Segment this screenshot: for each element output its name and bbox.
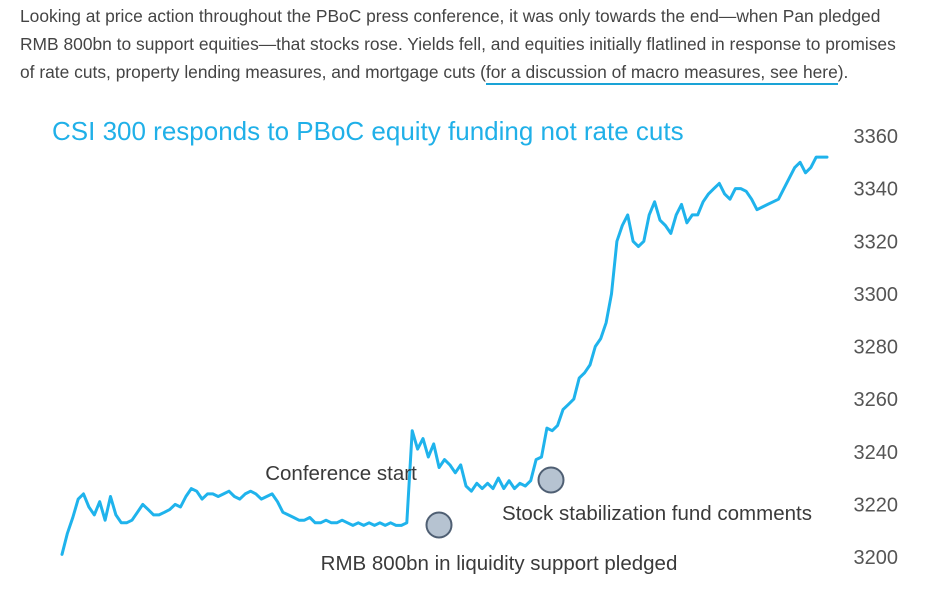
annotation-stabilization-fund: Stock stabilization fund comments <box>502 502 812 525</box>
y-tick-label: 3240 <box>854 442 899 464</box>
intro-text-end: ). <box>837 62 849 82</box>
y-tick-label: 3320 <box>854 231 899 253</box>
y-axis-ticks: 3200 3220 3240 3260 3280 3300 3320 3340 3360 <box>854 126 899 569</box>
y-tick-label: 3340 <box>854 179 899 201</box>
marker-stabilization-fund <box>537 466 565 494</box>
macro-measures-link[interactable]: for a discussion of macro measures, see … <box>485 62 838 85</box>
chart-title: CSI 300 responds to PBoC equity funding … <box>52 116 684 146</box>
y-tick-label: 3300 <box>854 284 899 306</box>
intro-text: Looking at price action throughout the P… <box>20 6 896 82</box>
y-tick-label: 3200 <box>854 547 899 569</box>
y-tick-label: 3220 <box>854 494 899 516</box>
marker-rmb-pledge <box>425 511 453 539</box>
annotations: Conference start RMB 800bn in liquidity s… <box>265 462 812 575</box>
y-tick-label: 3280 <box>854 337 899 359</box>
annotation-rmb-pledge: RMB 800bn in liquidity support pledged <box>321 552 678 575</box>
intro-paragraph: Looking at price action throughout the P… <box>20 2 915 86</box>
series-line <box>60 155 829 556</box>
series-group <box>60 155 829 556</box>
annotation-conference-start: Conference start <box>265 462 417 485</box>
y-tick-label: 3360 <box>854 126 899 148</box>
y-tick-label: 3260 <box>854 389 899 411</box>
